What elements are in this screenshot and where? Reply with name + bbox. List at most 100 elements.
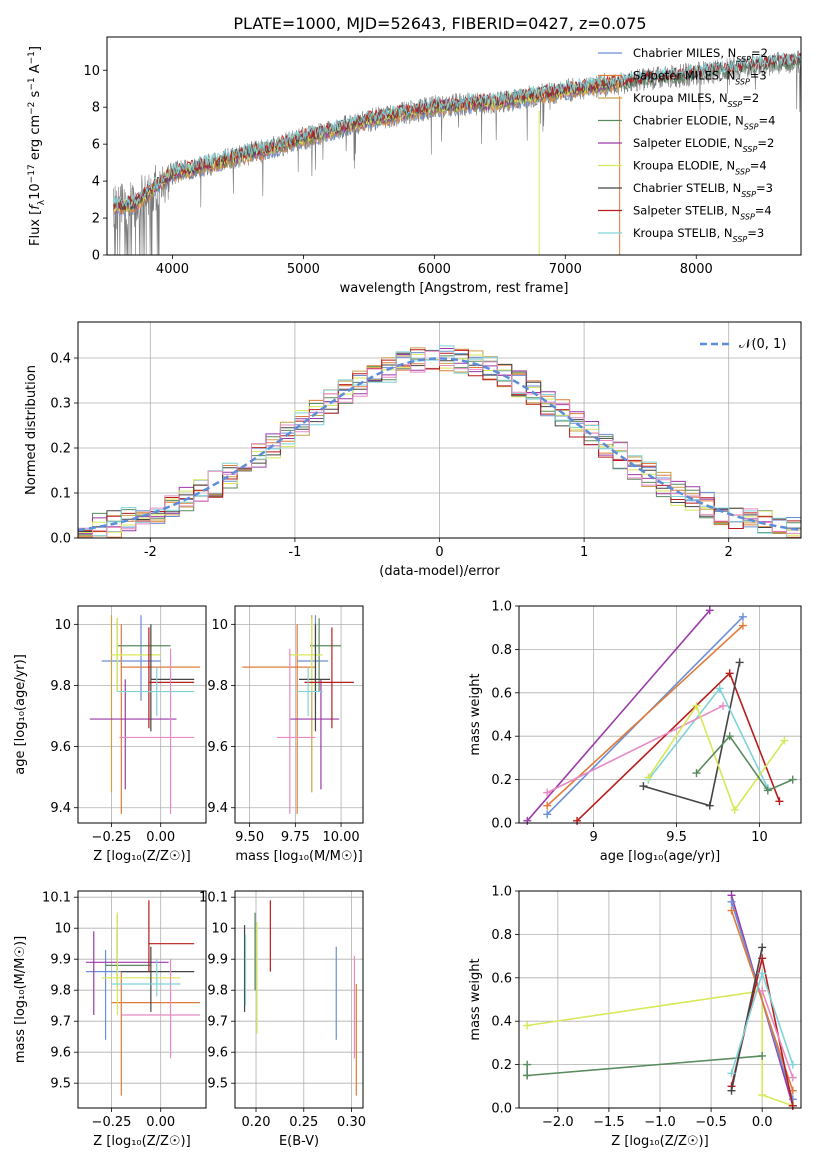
plus-marker: [788, 775, 797, 784]
plus-marker: [758, 986, 767, 995]
legend-name: Kroupa ELODIE, N: [633, 159, 735, 173]
x-tick-label: 9.75: [281, 830, 310, 845]
axes-frame: [106, 36, 802, 256]
axes-frame: [518, 890, 802, 1109]
plus-marker: [725, 732, 734, 741]
y-tick-label: 9.7: [207, 1015, 228, 1030]
plus-marker: [543, 810, 552, 819]
legend-name: Salpeter STELIB, N: [633, 204, 740, 218]
axes-frame: [77, 605, 207, 824]
x-tick-label: 10: [751, 830, 768, 845]
y-tick-label: 9.8: [50, 984, 71, 999]
y-axis-label: mass [log₁₀(M/M☉)]: [13, 936, 28, 1063]
mass-weight-line: [546, 705, 724, 794]
plus-marker: [780, 736, 789, 745]
legend-entry: Chabrier MILES, NSSP=2: [633, 46, 768, 64]
plus-marker: [705, 801, 714, 810]
plus-marker: [719, 701, 728, 710]
y-axis-label: age [log₁₀(age/yr)]: [13, 654, 28, 775]
mass-weight-line: [647, 704, 786, 812]
y-label-part: erg cm: [28, 115, 43, 164]
plus-marker: [692, 769, 701, 778]
panel-0: 4000 5000 6000 7000 8000 0 2 4 6 8 10 wavelength [A…: [27, 36, 802, 296]
legend-name: Chabrier MILES, N: [633, 46, 736, 60]
y-tick-label: 2: [92, 212, 100, 227]
plus-marker: [763, 786, 772, 795]
y-tick-label: 9.8: [50, 679, 71, 694]
x-axis-label: (data-model)/error: [379, 564, 500, 579]
plot-area: [523, 891, 797, 1110]
y-tick-label: 9.6: [50, 740, 71, 755]
y-tick-label: 4: [92, 175, 100, 190]
grid-lines: [235, 891, 363, 1108]
plot-area: [89, 615, 201, 814]
legend-sub: SSP: [736, 55, 751, 64]
y-tick-label: 0.6: [491, 686, 512, 701]
histogram-step: [78, 350, 801, 539]
y-tick-label: 9.9: [207, 953, 228, 968]
plus-marker: [738, 621, 747, 630]
x-tick-label: 0.0: [752, 1115, 773, 1130]
y-tick-label: 9.5: [50, 1077, 71, 1092]
y-tick-label: 0.4: [50, 352, 71, 367]
legend-entry: Kroupa MILES, NSSP=2: [633, 91, 759, 109]
y-tick-label: 0.6: [491, 971, 512, 986]
x-tick-label: 10.00: [322, 830, 359, 845]
y-axis-label: mass weight: [468, 958, 483, 1040]
y-axis-label: Flux [fλ10−17 erg cm−2 s−1 A−1]: [27, 46, 47, 246]
legend-entry: Chabrier STELIB, NSSP=3: [633, 181, 773, 199]
y-tick-label: 0.4: [491, 1015, 512, 1030]
x-tick-label: 0.20: [242, 1115, 271, 1130]
y-tick-label: 0.4: [491, 730, 512, 745]
legend-value: =3: [756, 181, 773, 195]
y-tick-label: 10: [211, 922, 228, 937]
y-tick-label: 9.6: [207, 740, 228, 755]
legend-value: =3: [747, 226, 764, 240]
x-tick-label: 0.25: [289, 1115, 318, 1130]
normal-reference-line: [77, 357, 799, 532]
plus-marker: [705, 606, 714, 615]
plus-marker: [788, 1060, 797, 1069]
mass-weight-line: [527, 989, 794, 1107]
plus-marker: [758, 943, 767, 952]
y-tick-label: 9.8: [207, 984, 228, 999]
x-tick-label: 5000: [287, 262, 320, 277]
x-tick-label: −0.25: [92, 830, 132, 845]
plus-marker: [692, 701, 701, 710]
x-axis-label: Z [log₁₀(Z/Z☉)]: [93, 849, 190, 864]
y-tick-label: 10.1: [199, 891, 228, 906]
y-tick-label: 10: [83, 64, 100, 79]
y-tick-label: 9.6: [50, 1046, 71, 1061]
x-tick-label: −1.0: [644, 1115, 676, 1130]
x-tick-label: −0.5: [695, 1115, 727, 1130]
legend-sub: SSP: [743, 145, 758, 154]
plot-area: [242, 615, 354, 814]
axes-frame: [518, 605, 802, 824]
legend-name: Chabrier STELIB, N: [633, 181, 741, 195]
plus-marker: [523, 1021, 532, 1030]
y-label-part: −2: [27, 102, 37, 115]
plus-marker: [788, 1101, 797, 1110]
plus-marker: [738, 612, 747, 621]
mass-weight-line: [527, 1055, 763, 1077]
grid-lines: [519, 890, 801, 1109]
y-tick-label: 0.8: [491, 643, 512, 658]
mass-weight-line: [546, 624, 744, 807]
mass-weight-line: [695, 734, 794, 792]
y-tick-label: 0.0: [491, 817, 512, 832]
plus-marker: [735, 658, 744, 667]
y-tick-label: 0.1: [50, 487, 71, 502]
y-tick-label: 0.8: [491, 928, 512, 943]
x-tick-label: -2: [144, 545, 157, 560]
axes-frame: [234, 890, 364, 1109]
x-tick-label: 7000: [549, 262, 582, 277]
y-tick-label: 1.0: [491, 885, 512, 900]
y-tick-label: 9.8: [207, 679, 228, 694]
grid-lines: [78, 606, 206, 823]
panel-6: 0.20 0.25 0.30 9.5 9.6 9.7 9.8 9.9 10 10.1 E(B-V): [199, 890, 366, 1149]
legend-value: =2: [751, 46, 768, 60]
y-tick-label: 9.5: [207, 1077, 228, 1092]
plus-marker: [758, 969, 767, 978]
